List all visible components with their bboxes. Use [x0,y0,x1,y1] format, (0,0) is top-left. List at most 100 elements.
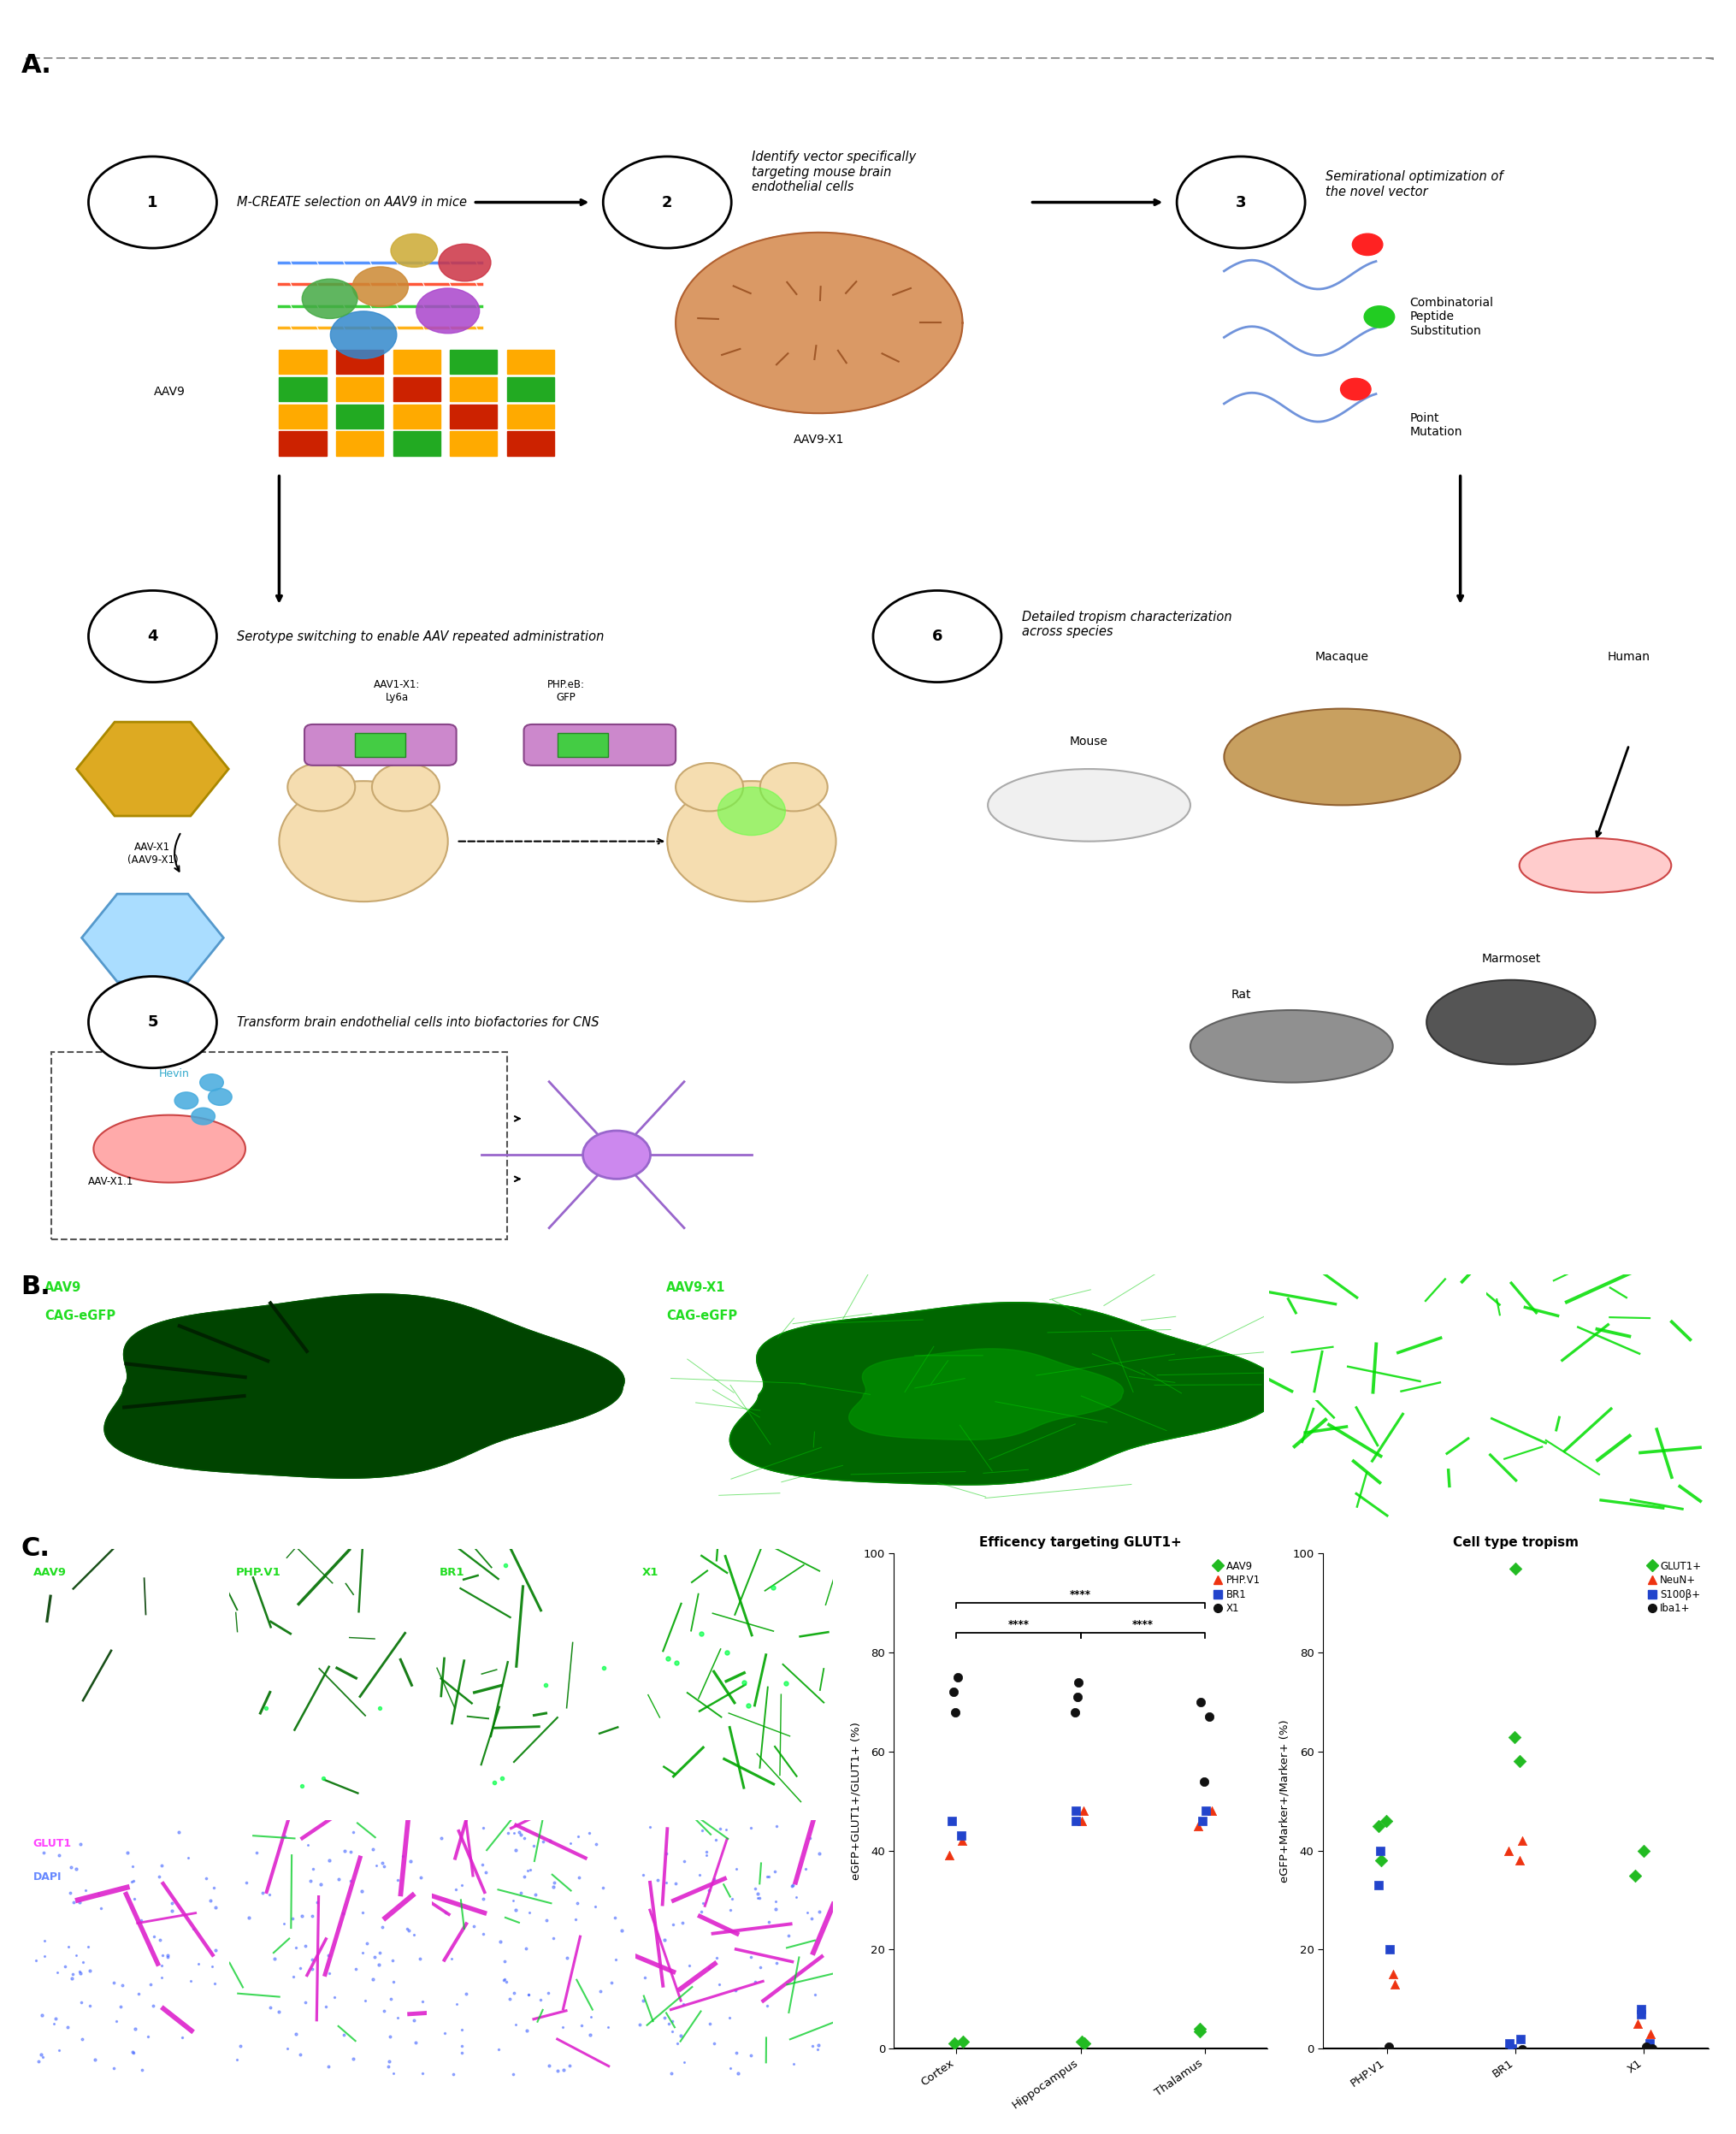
Text: 5: 5 [148,1014,158,1031]
Polygon shape [76,721,229,815]
Text: CAG-eGFP: CAG-eGFP [667,1308,738,1321]
Bar [392,350,441,373]
Text: X1: X1 [642,1566,660,1577]
Text: Point
Mutation: Point Mutation [1410,412,1462,437]
Point [1191,1765,1219,1799]
Text: B.: B. [21,1274,50,1300]
Text: CAG-eGFP: CAG-eGFP [45,1308,116,1321]
Circle shape [392,235,436,267]
FancyBboxPatch shape [17,58,1722,1270]
Text: Serotype switching to enable AAV repeated administration: Serotype switching to enable AAV repeate… [236,630,604,642]
Point [1186,2014,1213,2049]
Bar [450,403,496,429]
Text: 50 μm: 50 μm [36,1769,62,1778]
Text: AAV-X1
(AAV9-X1): AAV-X1 (AAV9-X1) [127,841,179,864]
Polygon shape [729,1302,1279,1485]
Circle shape [602,156,731,248]
Text: Hippocampus: Hippocampus [1495,1280,1576,1291]
Point [950,2025,977,2059]
Point [1196,1701,1224,1735]
Bar [337,431,384,455]
Bar [507,403,554,429]
Point [1068,1803,1095,1837]
Text: Mouse: Mouse [1069,736,1108,747]
Circle shape [372,764,439,811]
Point [1498,2032,1526,2066]
Bar [507,350,554,373]
Point [1637,2017,1665,2051]
Bar [392,431,441,455]
Point [1509,1825,1536,1859]
Circle shape [760,764,828,811]
Bar [279,350,326,373]
Point [1495,1833,1522,1867]
Text: Semirational optimization of
the novel vector: Semirational optimization of the novel v… [1325,171,1503,198]
Text: Cortex: Cortex [1278,1280,1318,1291]
Text: AAV9-X1: AAV9-X1 [793,433,844,446]
Y-axis label: eGFP+Marker+/Marker+ (%): eGFP+Marker+/Marker+ (%) [1279,1720,1290,1882]
Point [948,1825,976,1859]
Point [939,1675,967,1709]
Point [1191,1795,1219,1829]
Bar [450,431,496,455]
Circle shape [89,977,217,1067]
Text: AAV1-X1:
Ly6a: AAV1-X1: Ly6a [373,679,420,702]
Point [1061,1694,1088,1729]
Circle shape [279,781,448,903]
Text: 6: 6 [932,630,943,644]
Bar [507,378,554,401]
Text: AAV9: AAV9 [45,1280,82,1293]
Bar [392,378,441,401]
Circle shape [873,591,1002,683]
Bar [337,350,384,373]
Point [1495,2027,1522,2061]
Text: Thalamus: Thalamus [1278,1406,1335,1417]
Point [1375,1933,1403,1968]
Point [1375,2029,1403,2064]
Text: C57BL/6J: C57BL/6J [488,1280,550,1293]
Ellipse shape [1224,708,1460,805]
Polygon shape [82,894,224,982]
Ellipse shape [1427,980,1595,1065]
Text: Combinatorial
Peptide
Substitution: Combinatorial Peptide Substitution [1410,297,1493,337]
Text: C.: C. [21,1536,50,1562]
Point [1062,1803,1090,1837]
Ellipse shape [1519,839,1672,892]
Text: 3: 3 [1236,194,1246,209]
Ellipse shape [1191,1009,1392,1082]
Bar [450,378,496,401]
Point [1064,1679,1092,1714]
Circle shape [719,787,785,834]
Point [1366,1833,1394,1867]
Point [1068,2025,1095,2059]
Point [1632,2029,1660,2064]
Text: DAPI: DAPI [33,1872,61,1882]
Polygon shape [675,233,962,414]
Point [1184,1810,1212,1844]
Circle shape [1364,305,1394,329]
Text: AAV-X1.1: AAV-X1.1 [87,1176,134,1187]
Circle shape [359,271,401,301]
Text: 1: 1 [148,194,158,209]
Text: AAV9: AAV9 [155,386,186,397]
Point [1505,1844,1533,1878]
Circle shape [288,764,356,811]
Point [1366,2036,1394,2070]
Circle shape [89,156,217,248]
Bar [279,403,326,429]
Bar [356,732,406,758]
Point [1382,1968,1410,2002]
Point [1198,1795,1226,1829]
Legend: GLUT1+, NeuN+, S100β+, Iba1+: GLUT1+, NeuN+, S100β+, Iba1+ [1646,1558,1703,1615]
Polygon shape [104,1293,625,1479]
Text: ****: **** [1132,1620,1153,1630]
Point [1187,1686,1215,1720]
Circle shape [443,245,488,280]
Bar [507,431,554,455]
Point [1364,1867,1392,1901]
Bar [337,403,384,429]
Point [941,1694,969,1729]
Text: ****: **** [1009,1620,1029,1630]
Text: PHP.V1: PHP.V1 [236,1566,281,1577]
Text: AAV9-X1: AAV9-X1 [667,1280,726,1293]
